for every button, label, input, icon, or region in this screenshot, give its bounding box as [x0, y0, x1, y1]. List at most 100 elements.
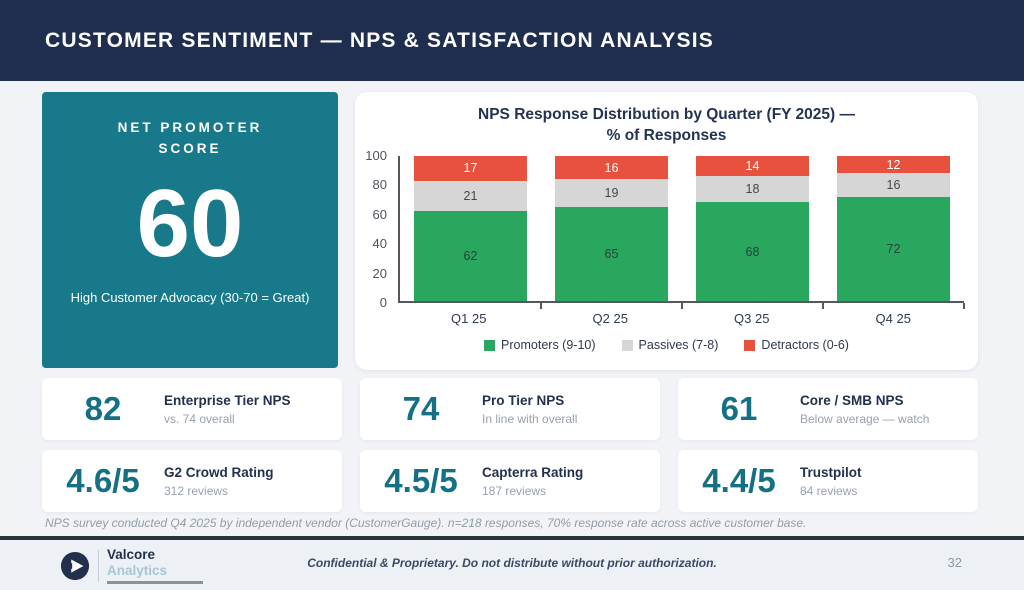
stat-card-pro-nps: 74 Pro Tier NPS In line with overall — [360, 378, 660, 440]
legend-item: Detractors (0-6) — [744, 338, 849, 352]
bar-segment: 12 — [837, 156, 950, 174]
bar-segment: 72 — [837, 196, 950, 301]
nps-card-label: NET PROMOTER SCORE — [117, 120, 263, 156]
logo-secondary-text: Analytics — [107, 562, 168, 578]
stat-title: Core / SMB NPS — [800, 392, 904, 408]
legend-swatch-icon — [484, 339, 496, 351]
bar-segment: 62 — [414, 211, 527, 301]
stat-value: 61 — [720, 390, 758, 427]
valcore-logo-icon — [60, 551, 90, 580]
y-tick-label: 0 — [379, 295, 387, 310]
stat-text: Capterra Rating 187 reviews — [482, 465, 583, 498]
y-axis-labels: 0 20 40 60 80 100 — [355, 148, 391, 310]
logo-tagline — [107, 581, 203, 585]
stat-text: Trustpilot 84 reviews — [800, 465, 862, 498]
stat-value: 4.4/5 — [702, 462, 776, 499]
stat-value: 74 — [402, 390, 440, 427]
stat-card-capterra-rating: 4.5/5 Capterra Rating 187 reviews — [360, 450, 660, 512]
stat-value: 82 — [84, 390, 122, 427]
stat-text: Enterprise Tier NPS vs. 74 overall — [164, 393, 291, 426]
chart-title: NPS Response Distribution by Quarter (FY… — [355, 105, 978, 147]
stat-title: Enterprise Tier NPS — [164, 392, 291, 408]
bar-q2-25: 16 19 65 — [541, 156, 682, 301]
chart-title-line1: NPS Response Distribution by Quarter (FY… — [478, 106, 855, 123]
logo-separator — [98, 549, 99, 582]
bar-segment: 68 — [696, 202, 809, 301]
x-tick-label: Q3 25 — [734, 311, 770, 326]
bar-segment: 21 — [414, 180, 527, 212]
stacked-bar: 14 18 68 — [696, 156, 809, 301]
stat-value: 4.6/5 — [66, 462, 140, 499]
legend-item: Promoters (9-10) — [484, 338, 596, 352]
bar-q4-25: 12 16 72 — [823, 156, 964, 301]
x-axis-tick — [822, 303, 824, 309]
logo-text: Valcore Analytics — [107, 547, 203, 585]
legend-label: Passives (7-8) — [638, 338, 719, 352]
x-axis-tick — [963, 303, 965, 309]
stat-value: 4.5/5 — [384, 462, 458, 499]
stat-subtitle: vs. 74 overall — [164, 411, 235, 426]
nps-tier-row: 82 Enterprise Tier NPS vs. 74 overall 74… — [42, 378, 978, 440]
stat-text: G2 Crowd Rating 312 reviews — [164, 465, 274, 498]
legend-label: Promoters (9-10) — [501, 338, 596, 352]
stat-card-enterprise-nps: 82 Enterprise Tier NPS vs. 74 overall — [42, 378, 342, 440]
stat-card-g2-rating: 4.6/5 G2 Crowd Rating 312 reviews — [42, 450, 342, 512]
stacked-bar: 12 16 72 — [837, 156, 950, 301]
stat-title: Trustpilot — [800, 464, 862, 480]
page-title: CUSTOMER SENTIMENT — NPS & SATISFACTION … — [45, 28, 714, 52]
footer-divider — [0, 536, 1024, 540]
bar-segment: 14 — [696, 156, 809, 177]
stat-title: G2 Crowd Rating — [164, 464, 274, 480]
legend-swatch-icon — [621, 339, 633, 351]
stacked-bar: 16 19 65 — [555, 156, 668, 301]
stat-subtitle: In line with overall — [482, 411, 578, 426]
legend-swatch-icon — [744, 339, 756, 351]
plot-area: 17 21 62 16 19 65 14 18 68 12 16 72 — [398, 156, 965, 309]
x-axis-tick — [540, 303, 542, 309]
stat-card-trustpilot-rating: 4.4/5 Trustpilot 84 reviews — [678, 450, 978, 512]
page-number: 32 — [947, 555, 962, 570]
stat-title: Pro Tier NPS — [482, 392, 565, 408]
slide-footer: Valcore Analytics Confidential & Proprie… — [0, 540, 1024, 590]
legend-label: Detractors (0-6) — [761, 338, 849, 352]
y-tick-label: 80 — [372, 177, 387, 193]
bar-q3-25: 14 18 68 — [682, 156, 823, 301]
stat-subtitle: Below average — watch — [800, 411, 930, 426]
y-tick-label: 40 — [372, 236, 387, 252]
stat-subtitle: 312 reviews — [164, 483, 229, 498]
stacked-bar: 17 21 62 — [414, 156, 527, 301]
stat-text: Pro Tier NPS In line with overall — [482, 393, 577, 426]
chart-legend: Promoters (9-10) Passives (7-8) Detractors… — [355, 338, 978, 352]
bar-segment: 17 — [414, 156, 527, 181]
bar-q1-25: 17 21 62 — [400, 156, 541, 301]
slide-header: CUSTOMER SENTIMENT — NPS & SATISFACTION … — [0, 0, 1024, 81]
bar-segment: 18 — [696, 176, 809, 203]
stat-card-core-smb-nps: 61 Core / SMB NPS Below average — watch — [678, 378, 978, 440]
nps-score-value: 60 — [136, 169, 244, 277]
bar-segment: 65 — [555, 206, 668, 301]
x-axis-labels: Q1 25 Q2 25 Q3 25 Q4 25 — [398, 311, 964, 326]
survey-footnote: NPS survey conducted Q4 2025 by independ… — [45, 516, 807, 530]
x-tick-label: Q4 25 — [875, 311, 911, 326]
y-tick-label: 100 — [365, 148, 387, 163]
nps-score-card: NET PROMOTER SCORE 60 High Customer Advo… — [42, 92, 338, 368]
confidential-notice: Confidential & Proprietary. Do not distr… — [307, 556, 717, 570]
nps-card-subtitle: High Customer Advocacy (30-70 = Great) — [70, 289, 310, 305]
x-tick-label: Q1 25 — [451, 311, 487, 326]
company-logo: Valcore Analytics — [60, 547, 203, 585]
nps-distribution-chart: NPS Response Distribution by Quarter (FY… — [355, 92, 978, 370]
bar-segment: 16 — [837, 173, 950, 197]
y-tick-label: 60 — [372, 206, 387, 222]
stat-text: Core / SMB NPS Below average — watch — [800, 393, 929, 426]
stat-title: Capterra Rating — [482, 464, 584, 480]
review-ratings-row: 4.6/5 G2 Crowd Rating 312 reviews 4.5/5 … — [42, 450, 978, 512]
x-tick-label: Q2 25 — [592, 311, 628, 326]
stat-subtitle: 84 reviews — [800, 483, 858, 498]
bar-segment: 16 — [555, 156, 668, 180]
stat-subtitle: 187 reviews — [482, 483, 547, 498]
legend-item: Passives (7-8) — [621, 338, 719, 352]
logo-primary-text: Valcore — [107, 547, 156, 562]
x-axis-tick — [681, 303, 683, 309]
bar-segment: 19 — [555, 179, 668, 207]
